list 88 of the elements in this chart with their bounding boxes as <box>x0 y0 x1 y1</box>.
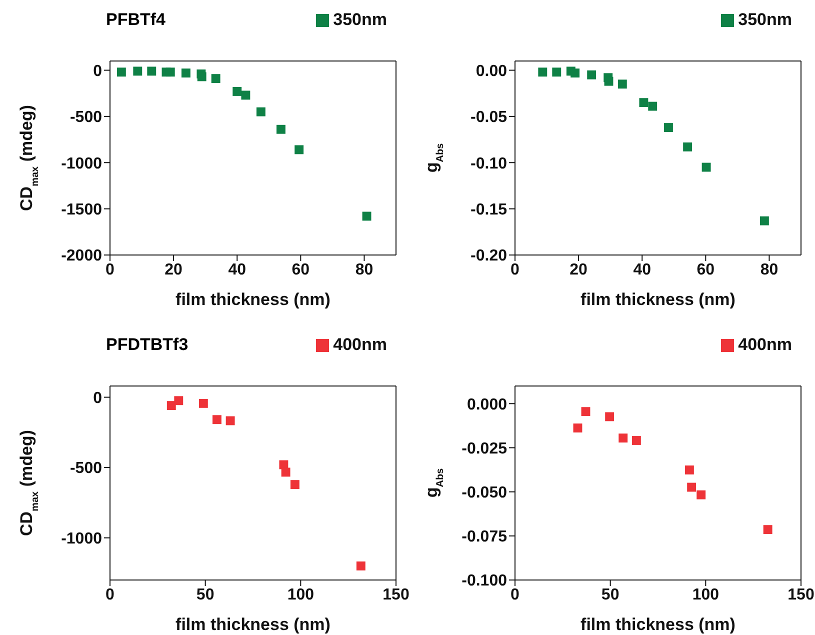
y-tick-label: -500 <box>70 109 102 126</box>
point <box>702 162 711 172</box>
y-tick-label: -2000 <box>61 248 102 265</box>
point <box>604 76 614 86</box>
point <box>648 102 658 111</box>
y-tick-label: -0.20 <box>470 248 508 265</box>
point <box>290 480 300 490</box>
x-tick-label: 20 <box>570 261 588 278</box>
x-tick-label: 0 <box>106 586 115 604</box>
point <box>116 68 126 77</box>
point <box>241 90 250 100</box>
y-tick-label: -0.10 <box>470 155 508 172</box>
x-tick-label: 0 <box>510 586 520 604</box>
point <box>570 68 580 78</box>
y-tick-label: 0.000 <box>466 396 508 414</box>
point <box>147 66 156 76</box>
point <box>573 424 582 432</box>
x-axis-title: film thickness (nm) <box>580 290 736 309</box>
y-tick-label: -500 <box>70 460 102 478</box>
y-tick-label: -1000 <box>61 530 102 548</box>
x-tick-label: 20 <box>164 261 183 278</box>
point <box>181 68 190 78</box>
point <box>197 72 206 82</box>
y-tick-label: 0.00 <box>476 62 508 80</box>
y-tick-label: 0 <box>93 62 102 80</box>
point <box>618 434 628 442</box>
point <box>538 68 548 77</box>
point <box>256 107 266 116</box>
point <box>276 124 286 134</box>
x-tick-label: 150 <box>788 586 814 604</box>
point <box>226 416 235 426</box>
point <box>198 398 208 408</box>
legend-label: 350nm <box>738 10 792 29</box>
point <box>211 74 220 84</box>
point <box>687 482 696 492</box>
point <box>174 396 184 406</box>
point <box>639 98 648 108</box>
legend-label: 400nm <box>333 335 387 354</box>
point <box>552 68 562 77</box>
point <box>362 212 372 221</box>
legend-label: 400nm <box>738 335 792 354</box>
x-tick-label: 100 <box>692 586 720 604</box>
x-tick-label: 40 <box>633 261 652 278</box>
x-tick-label: 80 <box>355 261 374 278</box>
y-tick-label: -0.050 <box>462 484 508 502</box>
y-tick-label: 0 <box>93 390 102 407</box>
point <box>212 415 222 424</box>
y-tick-label: -0.075 <box>462 528 508 546</box>
x-tick-label: 60 <box>696 261 715 278</box>
y-tick-label: -0.15 <box>470 201 508 218</box>
legend-label: 350nm <box>333 10 387 29</box>
y-tick-label: -1000 <box>61 155 102 172</box>
x-tick-label: 150 <box>382 586 410 604</box>
point <box>356 561 366 570</box>
chart-title: PFDTBTf3 <box>106 335 188 355</box>
point <box>696 490 706 500</box>
y-tick-label: -0.100 <box>462 572 508 590</box>
x-axis-title: film thickness (nm) <box>176 615 330 634</box>
point <box>605 412 614 422</box>
x-tick-label: 80 <box>760 261 778 278</box>
x-tick-label: 100 <box>287 586 314 604</box>
point <box>618 80 627 89</box>
point <box>632 436 641 445</box>
point <box>166 401 176 410</box>
point <box>166 68 175 77</box>
point <box>587 70 596 80</box>
y-tick-label: -0.025 <box>462 440 508 458</box>
x-tick-label: 0 <box>106 261 115 278</box>
x-tick-label: 50 <box>196 586 214 604</box>
point <box>294 145 304 154</box>
y-tick-label: -1500 <box>61 201 102 218</box>
x-tick-label: 40 <box>228 261 246 278</box>
point <box>760 216 769 226</box>
point <box>232 87 242 96</box>
x-axis-title: film thickness (nm) <box>580 615 736 634</box>
point <box>683 142 692 152</box>
x-tick-label: 60 <box>292 261 310 278</box>
x-tick-label: 50 <box>601 586 620 604</box>
chart-title: PFBTf4 <box>106 10 166 30</box>
y-tick-label: -0.05 <box>470 109 508 126</box>
point <box>133 66 142 76</box>
x-tick-label: 0 <box>510 261 520 278</box>
x-axis-title: film thickness (nm) <box>176 290 330 309</box>
point <box>281 468 290 477</box>
point <box>581 407 590 416</box>
point <box>763 525 772 534</box>
point <box>684 465 694 474</box>
point <box>664 123 673 132</box>
